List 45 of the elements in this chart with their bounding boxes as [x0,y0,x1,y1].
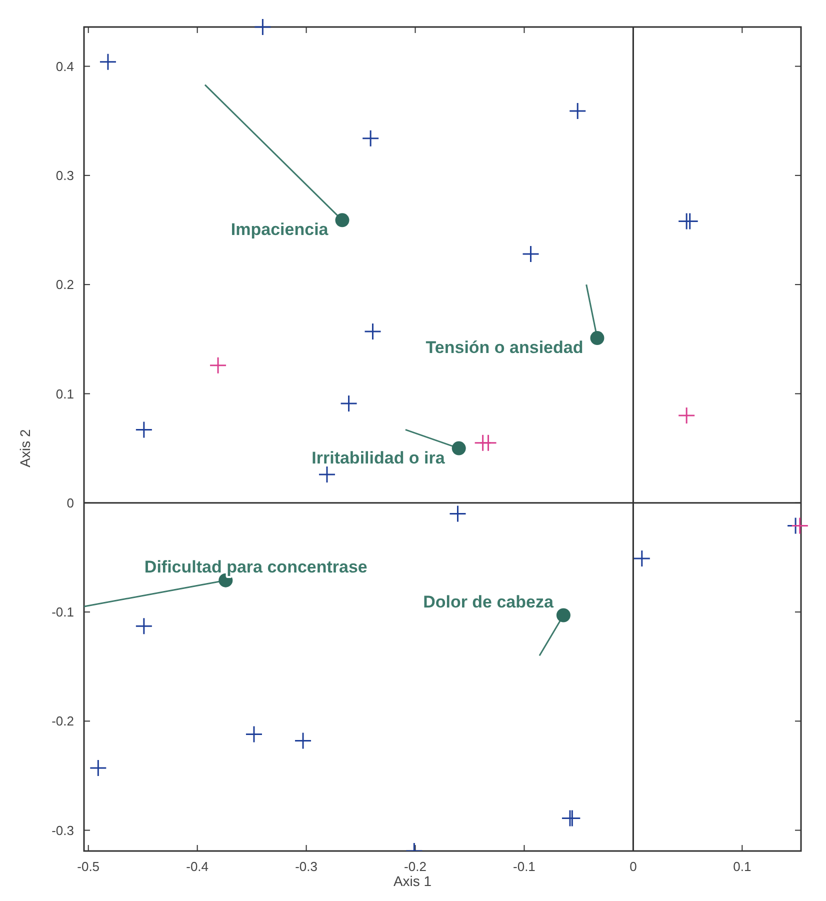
annotation: Dolor de cabeza [423,592,554,612]
point [89,759,107,777]
point [633,550,651,568]
y-tick-label: 0.3 [56,168,74,183]
x-tick-label: 0 [630,859,637,874]
y-tick-label: 0.4 [56,58,74,74]
point [340,394,358,412]
point [556,608,570,622]
x-axis-title: Axis 1 [393,873,432,889]
point [335,213,350,228]
x-tick-label: -0.5 [77,859,100,874]
annotation: Dificultad para concentrase [144,557,368,576]
point [522,245,540,263]
point [568,102,586,120]
x-tick-label: 0.1 [733,859,752,874]
x-tick-label: -0.2 [404,859,426,874]
point [99,53,117,71]
point [791,517,809,535]
x-tick-label: -0.4 [186,859,209,874]
point [245,725,263,743]
point [678,406,696,424]
y-tick-label: -0.1 [52,604,74,620]
y-axis-title: Axis 2 [17,429,33,468]
y-tick-label: 0 [66,495,74,510]
point [362,130,380,148]
point [480,434,498,452]
x-tick-label: -0.3 [295,859,318,874]
point [135,420,153,438]
point [254,18,272,36]
y-tick-label: 0.2 [56,277,74,292]
y-tick-label: -0.2 [52,714,74,729]
y-tick-label: 0.1 [56,386,74,402]
point [135,617,153,635]
x-tick-label: -0.1 [513,859,536,874]
annotation: Impaciencia [230,220,329,240]
point [209,356,227,374]
y-tick-label: -0.3 [52,822,74,838]
point [449,505,467,523]
point [364,322,382,340]
point [452,441,466,456]
point [318,466,336,484]
point [294,732,312,750]
annotation: Irritabilidad o ira [312,448,446,468]
annotation: Tensión o ansiedad [426,338,584,358]
point [590,331,604,346]
